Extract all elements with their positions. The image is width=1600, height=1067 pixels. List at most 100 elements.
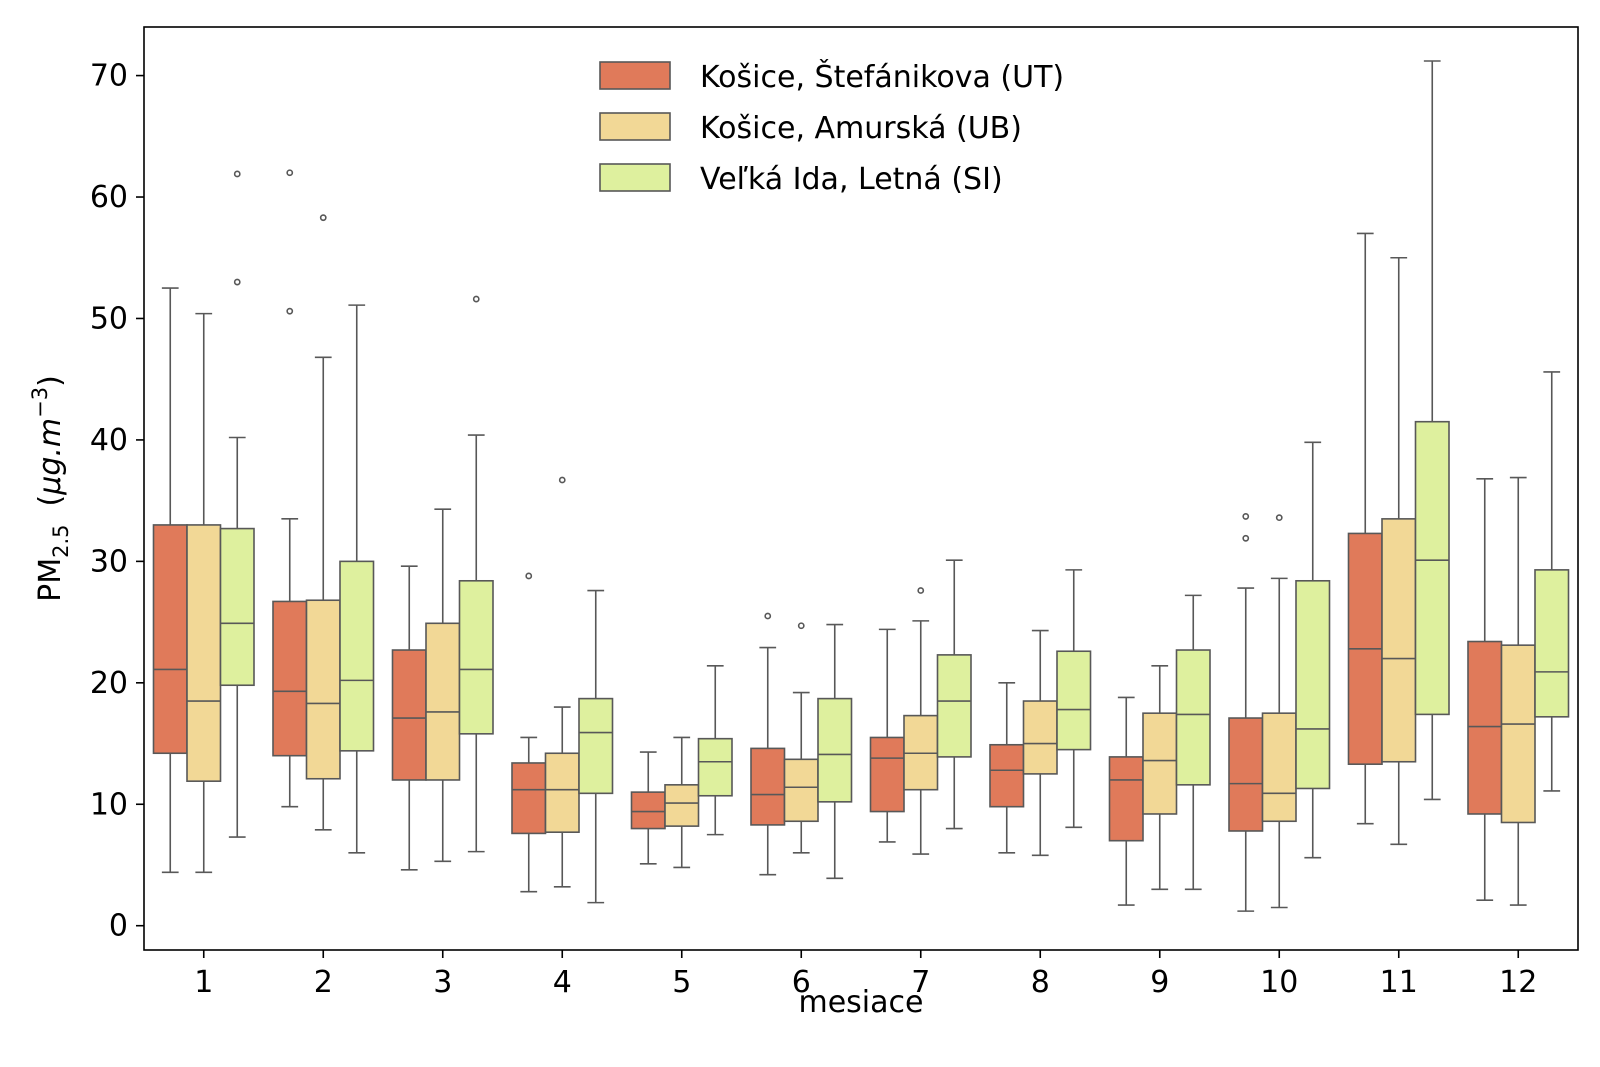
box-9 <box>1175 594 1211 891</box>
outlier-point <box>1275 514 1283 522</box>
iqr-box <box>544 752 580 833</box>
y-tick-label: 40 <box>90 423 128 458</box>
iqr-box <box>391 649 427 781</box>
box-7 <box>869 628 905 843</box>
box-3 <box>458 295 494 853</box>
x-tick-label: 12 <box>1499 965 1537 1000</box>
y-axis: 0 10 20 30 40 50 60 70 <box>90 59 144 944</box>
iqr-box <box>664 784 700 827</box>
outlier-point <box>1242 534 1250 542</box>
y-label-unit-superscript: −3 <box>28 387 52 418</box>
y-tick-label: 10 <box>90 787 128 822</box>
iqr-box <box>339 560 375 752</box>
iqr-box <box>1381 518 1417 763</box>
iqr-box <box>1414 420 1450 716</box>
x-tick-label: 5 <box>672 965 691 1000</box>
x-tick-label: 9 <box>1150 965 1169 1000</box>
box-1 <box>186 312 222 874</box>
box-4 <box>544 476 580 888</box>
y-tick-label: 20 <box>90 666 128 701</box>
y-tick-label: 50 <box>90 301 128 336</box>
outlier-point <box>472 295 480 303</box>
box-5 <box>630 751 666 865</box>
x-axis-label: mesiace <box>799 985 924 1020</box>
box-12 <box>1467 477 1503 902</box>
iqr-box <box>1295 579 1331 790</box>
x-tick-label: 8 <box>1031 965 1050 1000</box>
iqr-box <box>1467 640 1503 815</box>
outlier-point <box>319 214 327 222</box>
outlier-point <box>797 622 805 630</box>
box-6 <box>817 623 853 880</box>
series-2 <box>186 214 1536 909</box>
box-6 <box>783 622 819 854</box>
box-12 <box>1500 476 1536 906</box>
y-tick-label: 70 <box>90 59 128 94</box>
box-8 <box>1056 569 1092 829</box>
series-3 <box>219 60 1570 904</box>
iqr-box <box>989 743 1025 808</box>
x-tick-label: 6 <box>792 965 811 1000</box>
x-tick-label: 10 <box>1260 965 1298 1000</box>
x-axis: 1 2 3 4 5 6 7 8 9 10 11 12 <box>194 950 1537 1000</box>
legend-swatch <box>599 112 671 141</box>
box-8 <box>1022 629 1058 857</box>
outlier-point <box>764 612 772 620</box>
box-3 <box>391 565 427 871</box>
y-tick-label: 0 <box>109 909 128 944</box>
box-4 <box>578 589 614 904</box>
iqr-box <box>425 622 461 781</box>
iqr-box <box>697 737 733 797</box>
legend-label: Košice, Amurská (UB) <box>700 111 1022 146</box>
iqr-box <box>1142 712 1178 815</box>
box-10 <box>1228 513 1264 912</box>
box-1 <box>219 170 255 838</box>
box-12 <box>1534 371 1570 792</box>
iqr-box <box>1022 700 1058 775</box>
iqr-box <box>630 791 666 830</box>
y-label-main: PM <box>33 558 68 602</box>
outlier-point <box>233 278 241 286</box>
iqr-box <box>1056 650 1092 751</box>
iqr-box <box>152 524 188 755</box>
iqr-box <box>511 762 547 835</box>
axes-frame <box>143 26 1579 951</box>
iqr-box <box>1261 712 1297 823</box>
iqr-box <box>305 599 341 780</box>
box-9 <box>1108 696 1144 906</box>
legend-label: Košice, Štefánikova (UT) <box>700 58 1064 95</box>
box-7 <box>936 559 972 830</box>
x-tick-label: 4 <box>553 965 572 1000</box>
y-axis-label: PM2.5 (μg.m−3) <box>28 375 73 602</box>
y-tick-label: 60 <box>90 180 128 215</box>
outlier-point <box>917 587 925 594</box>
box-8 <box>989 682 1025 854</box>
iqr-box <box>1228 717 1264 832</box>
box-5 <box>697 665 733 836</box>
outlier-point <box>286 169 294 177</box>
y-label-unit-close: ) <box>33 375 68 387</box>
box-11 <box>1381 256 1417 846</box>
box-2 <box>272 169 308 808</box>
outlier-point <box>1242 513 1250 520</box>
x-tick-label: 1 <box>194 965 213 1000</box>
x-tick-label: 7 <box>911 965 930 1000</box>
box-10 <box>1261 514 1297 909</box>
legend-item-2: Košice, Amurská (UB) <box>599 111 1022 146</box>
outlier-point <box>558 476 566 484</box>
y-label-subscript: 2.5 <box>49 524 73 557</box>
iqr-box <box>578 697 614 795</box>
legend-item-1: Košice, Štefánikova (UT) <box>599 58 1064 95</box>
series-1 <box>152 169 1503 912</box>
iqr-box <box>869 736 905 813</box>
iqr-box <box>1175 649 1211 786</box>
iqr-box <box>272 600 308 757</box>
iqr-box <box>1534 569 1570 718</box>
legend-swatch <box>599 61 671 90</box>
iqr-box <box>458 579 494 735</box>
plot-area <box>152 60 1570 912</box>
iqr-box <box>750 747 786 826</box>
box-5 <box>664 736 700 869</box>
